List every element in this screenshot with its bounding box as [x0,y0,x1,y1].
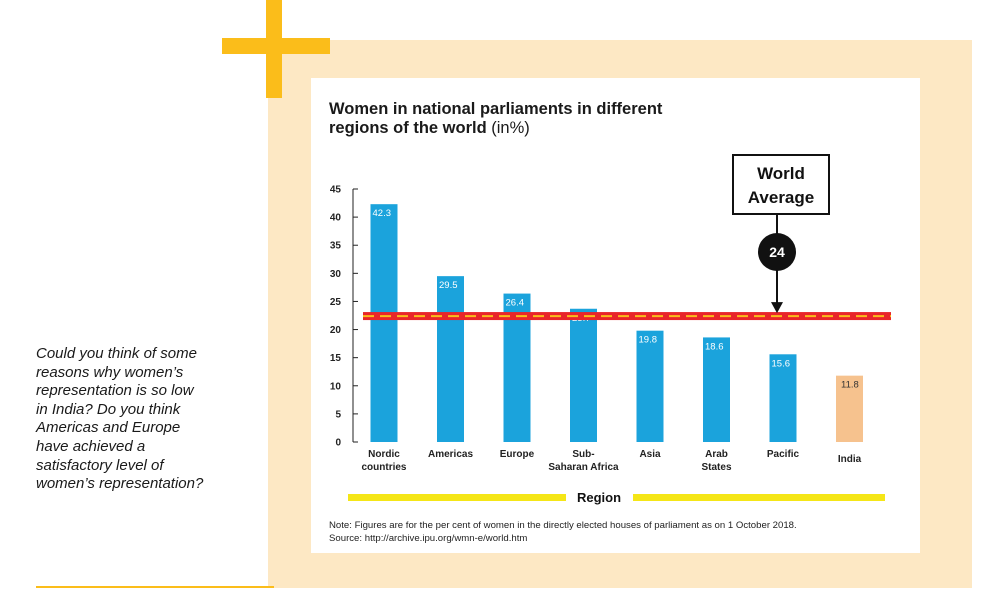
chart-title-unit: (in%) [486,119,530,137]
bar-chart: 0 5 10 15 20 25 30 35 40 45 42.3 Nordic countries 29.… [330,154,891,505]
question-line: Could you think of some [36,345,197,362]
category-label: States [701,462,731,473]
category-label: Saharan Africa [548,462,619,473]
question-line: satisfactory level of [36,456,164,474]
chart-note: Note: Figures are for the per cent of wo… [329,519,797,545]
divider-rule [36,586,274,588]
y-tick-label: 10 [330,381,342,392]
y-tick-label: 20 [330,325,342,336]
category-label: Europe [500,449,535,460]
bar-value-label: 18.6 [705,341,724,352]
bar [370,204,398,442]
world-average-value: 24 [769,244,785,260]
bar-value-label: 19.8 [639,335,658,346]
bar-value-label: 29.5 [439,280,458,291]
category-label: Americas [428,449,473,460]
bar-value-label: 26.4 [506,298,525,309]
x-axis-label: Region [577,490,621,505]
world-average-label: World [757,164,805,183]
chart-card: Women in national parliaments in differe… [311,78,920,553]
bar [437,276,464,442]
chart-title-line1: Women in national parliaments in differe… [329,100,663,118]
category-label: countries [361,462,406,473]
question-line: representation is so low [36,382,194,400]
y-tick-label: 0 [335,438,341,449]
y-tick-label: 15 [330,353,342,364]
y-tick-label: 40 [330,213,342,224]
plus-ornament-horizontal [222,38,330,54]
question-line: women’s representation? [36,475,204,493]
bar [570,308,597,442]
region-bar-right [633,494,885,501]
bar-value-label: 11.8 [841,380,859,391]
question-line: Americas and Europe [36,419,181,437]
category-label: Pacific [767,449,800,460]
y-tick-label: 35 [330,241,342,252]
world-average-marker [758,233,796,271]
y-tick-label: 30 [330,269,342,280]
category-label: India [838,454,862,465]
bar [769,354,797,442]
question-line: in India? Do you think [36,400,181,418]
chart-title-line2: regions of the world [329,119,487,137]
note-text: Note: Figures are for the per cent of wo… [329,520,797,531]
source-text: Source: http://archive.ipu.org/wmn-e/wor… [329,533,528,544]
question-line: reasons why women’s [36,363,184,381]
bar [703,337,730,442]
discussion-question: Could you think of some reasons why wome… [36,345,251,494]
world-average-arrowhead [771,302,783,314]
bar-value-label: 15.6 [772,358,791,369]
y-tick-label: 5 [335,409,341,420]
region-bar-left [348,494,566,501]
bar [636,330,664,442]
question-line: have achieved a [36,437,146,455]
category-label: Nordic [368,449,400,460]
world-average-label: Average [748,188,814,207]
category-label: Arab [705,449,728,460]
bar-value-label: 42.3 [373,208,392,219]
category-label: Asia [639,449,661,460]
y-tick-label: 25 [330,297,342,308]
category-label: Sub- [572,449,594,460]
world-average-box [732,154,830,215]
y-tick-label: 45 [330,185,342,196]
bar [836,375,863,442]
chart-title: Women in national parliaments in differe… [329,100,729,138]
